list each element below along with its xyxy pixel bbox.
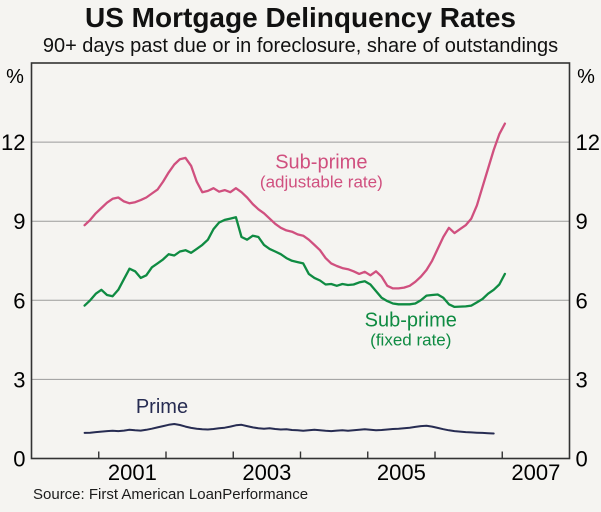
x-tick-label-2007: 2007 xyxy=(511,460,560,485)
series-label-sub-prime-adjustable-rate-line2: (adjustable rate) xyxy=(260,172,383,191)
series-label-prime: Prime xyxy=(136,396,188,418)
chart-title: US Mortgage Delinquency Rates xyxy=(85,2,516,33)
series-line-sub-prime-adjustable-rate xyxy=(83,122,507,290)
series-line-prime xyxy=(83,423,495,435)
series-line-sub-prime-fixed-rate xyxy=(83,216,507,309)
y-tick-label-left-3: 3 xyxy=(13,367,25,392)
y-tick-label-right-6: 6 xyxy=(576,288,588,313)
y-unit-left: % xyxy=(6,66,24,88)
series-label-sub-prime-fixed-rate: Sub-prime xyxy=(365,310,457,332)
plot-frame xyxy=(30,62,571,460)
y-tick-label-right-3: 3 xyxy=(576,367,588,392)
x-tick-label-2005: 2005 xyxy=(377,460,426,485)
source-note: Source: First American LoanPerformance xyxy=(33,486,309,503)
y-unit-right: % xyxy=(577,66,595,88)
y-tick-label-left-6: 6 xyxy=(13,288,25,313)
y-tick-label-right-12: 12 xyxy=(576,130,600,155)
x-tick-label-2001: 2001 xyxy=(108,460,157,485)
y-tick-label-left-9: 9 xyxy=(13,209,25,234)
series-label-sub-prime-adjustable-rate: Sub-prime xyxy=(275,151,367,173)
chart-subtitle: 90+ days past due or in foreclosure, sha… xyxy=(42,35,559,57)
y-tick-label-left-12: 12 xyxy=(1,130,25,155)
y-tick-label-left-0: 0 xyxy=(13,447,25,472)
x-tick-label-2003: 2003 xyxy=(242,460,291,485)
y-tick-label-right-0: 0 xyxy=(576,447,588,472)
series-label-sub-prime-fixed-rate-line2: (fixed rate) xyxy=(370,331,451,350)
y-tick-label-right-9: 9 xyxy=(576,209,588,234)
